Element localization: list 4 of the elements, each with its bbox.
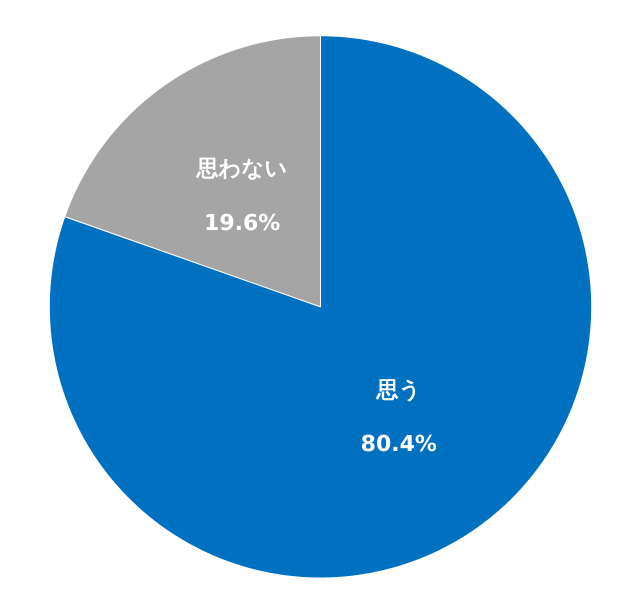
data-label: 80.4% — [360, 432, 437, 458]
slice-label: 思わない — [196, 156, 288, 182]
data-label: 19.6% — [204, 210, 280, 236]
slice-label: 思う — [375, 378, 422, 403]
